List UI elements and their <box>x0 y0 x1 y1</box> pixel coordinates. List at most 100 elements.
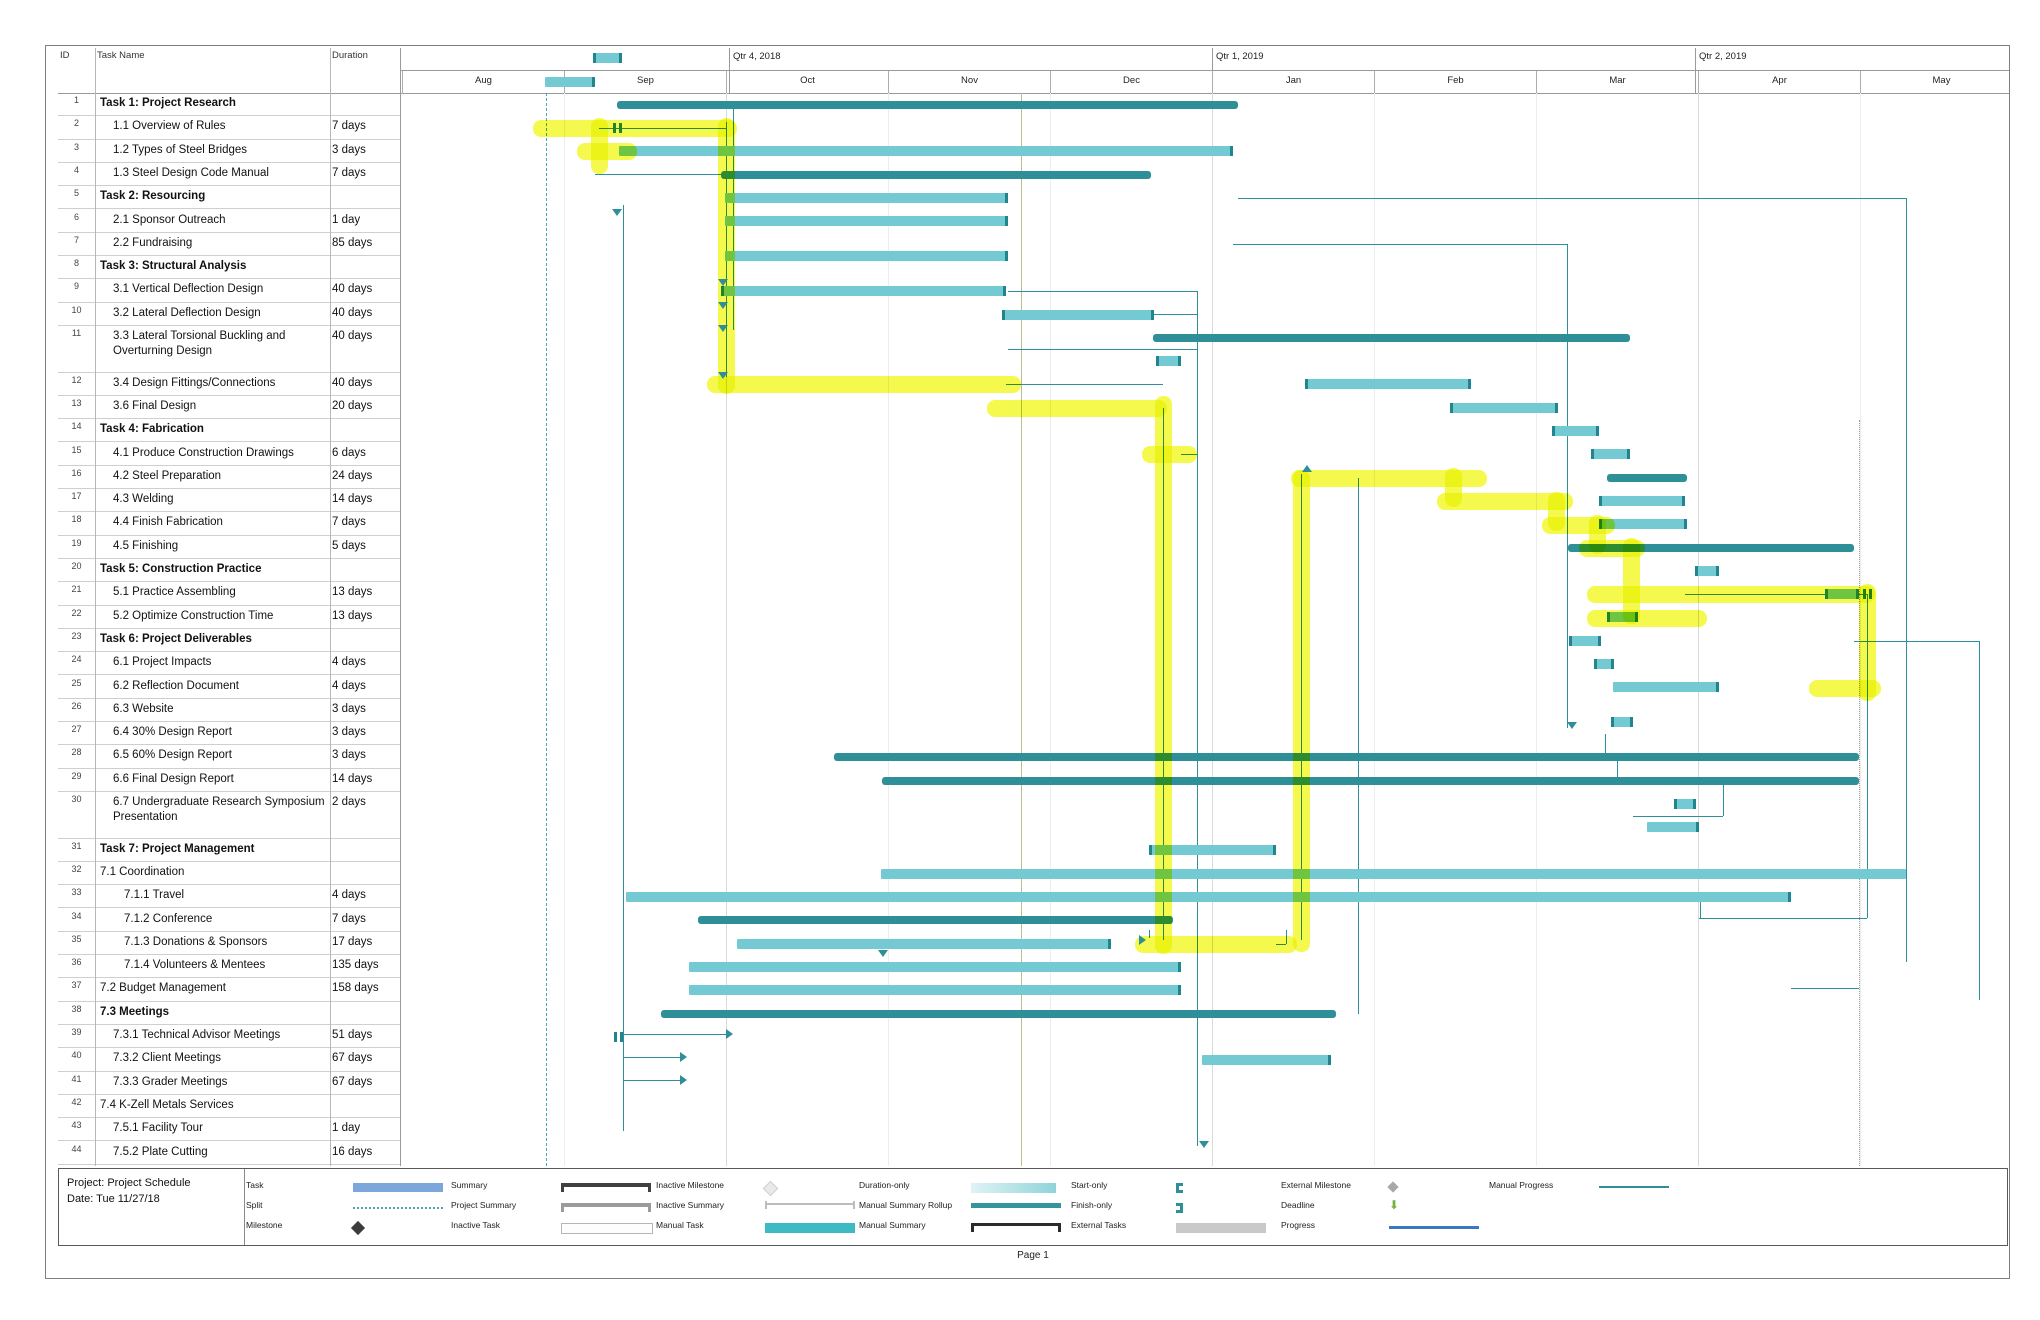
table-row[interactable]: 30 6.7 Undergraduate Research Symposium P… <box>58 792 400 839</box>
table-row[interactable]: 17 4.3 Welding 14 days <box>58 489 400 513</box>
legend-label: Task <box>246 1180 264 1190</box>
task-name: 7.1 Coordination <box>100 865 185 878</box>
table-row[interactable]: 20 Task 5: Construction Practice <box>58 559 400 583</box>
table-row[interactable]: 43 7.5.1 Facility Tour 1 day <box>58 1118 400 1142</box>
gantt-bar[interactable] <box>834 753 1859 762</box>
table-row[interactable]: 24 6.1 Project Impacts 4 days <box>58 652 400 676</box>
table-row[interactable]: 5 Task 2: Resourcing <box>58 186 400 210</box>
status-date-gridline <box>1021 93 1022 1166</box>
gantt-bar[interactable] <box>545 76 595 87</box>
link-arrow-icon <box>718 325 728 332</box>
table-row[interactable]: 12 3.4 Design Fittings/Connections 40 days <box>58 373 400 396</box>
table-row[interactable]: 28 6.5 60% Design Report 3 days <box>58 745 400 769</box>
table-row[interactable]: 19 4.5 Finishing 5 days <box>58 536 400 559</box>
link-line <box>1238 198 1906 200</box>
table-row[interactable]: 10 3.2 Lateral Deflection Design 40 days <box>58 303 400 326</box>
gantt-bar[interactable] <box>1569 635 1601 646</box>
table-row[interactable]: 39 7.3.1 Technical Advisor Meetings 51 day… <box>58 1025 400 1049</box>
gantt-bar[interactable] <box>721 170 1151 179</box>
table-row[interactable]: 4 1.3 Steel Design Code Manual 7 days <box>58 163 400 187</box>
task-name: 6.6 Final Design Report <box>113 772 234 785</box>
gantt-bar[interactable] <box>1599 495 1685 506</box>
month-gridline <box>888 93 889 1166</box>
link-arrow-icon <box>726 1029 733 1039</box>
gantt-bar[interactable] <box>737 938 1111 949</box>
gantt-bar[interactable] <box>1594 659 1614 670</box>
table-row[interactable]: 6 2.1 Sponsor Outreach 1 day <box>58 210 400 233</box>
table-row[interactable]: 31 Task 7: Project Management <box>58 839 400 862</box>
bar-start-cap <box>1156 356 1159 367</box>
gantt-bar[interactable] <box>1568 543 1854 552</box>
task-duration: 67 days <box>332 1075 373 1088</box>
gantt-bar[interactable] <box>1450 402 1558 413</box>
table-row[interactable]: 22 5.2 Optimize Construction Time 13 days <box>58 606 400 629</box>
gantt-bar[interactable] <box>1202 1055 1331 1066</box>
highlighter-stroke <box>717 118 735 394</box>
table-row[interactable]: 41 7.3.3 Grader Meetings 67 days <box>58 1072 400 1095</box>
gantt-bar[interactable] <box>698 916 1173 925</box>
gantt-bar[interactable] <box>617 100 1238 109</box>
task-name: 7.4 K-Zell Metals Services <box>100 1098 234 1111</box>
bar-end-cap <box>1788 892 1791 903</box>
gantt-bar[interactable] <box>721 286 1006 297</box>
table-row[interactable]: 36 7.1.4 Volunteers & Mentees 135 days <box>58 955 400 979</box>
table-row[interactable]: 27 6.4 30% Design Report 3 days <box>58 722 400 746</box>
gantt-bar[interactable] <box>725 216 1008 227</box>
gantt-bar[interactable] <box>1647 822 1699 833</box>
gantt-bar[interactable] <box>1591 449 1630 460</box>
gantt-bar[interactable] <box>626 892 1791 903</box>
table-row[interactable]: 16 4.2 Steel Preparation 24 days <box>58 466 400 490</box>
gantt-bar[interactable] <box>882 776 1859 785</box>
table-row[interactable]: 38 7.3 Meetings <box>58 1002 400 1025</box>
gantt-bar[interactable] <box>1305 379 1471 390</box>
link-arrow-icon <box>612 209 622 216</box>
table-row[interactable]: 7 2.2 Fundraising 85 days <box>58 233 400 257</box>
task-name: 3.6 Final Design <box>113 399 197 412</box>
gantt-bar[interactable] <box>1674 798 1696 809</box>
month-label: Aug <box>475 75 492 86</box>
gantt-bar[interactable] <box>593 53 622 64</box>
table-row[interactable]: 15 4.1 Produce Construction Drawings 6 day… <box>58 443 400 466</box>
table-row[interactable]: 35 7.1.3 Donations & Sponsors 17 days <box>58 932 400 956</box>
gantt-bar[interactable] <box>725 251 1008 262</box>
table-row[interactable]: 25 6.2 Reflection Document 4 days <box>58 676 400 699</box>
gantt-bar[interactable] <box>1002 309 1154 320</box>
gantt-bar[interactable] <box>661 1009 1336 1018</box>
table-row[interactable]: 2 1.1 Overview of Rules 7 days <box>58 116 400 140</box>
gantt-bar[interactable] <box>1156 356 1181 367</box>
gantt-bar[interactable] <box>689 985 1181 996</box>
gantt-bar[interactable] <box>619 146 1233 157</box>
table-row[interactable]: 13 3.6 Final Design 20 days <box>58 396 400 420</box>
table-row[interactable]: 26 6.3 Website 3 days <box>58 699 400 723</box>
table-row[interactable]: 44 7.5.2 Plate Cutting 16 days <box>58 1142 400 1165</box>
gantt-bar[interactable] <box>881 868 1906 879</box>
gantt-bar[interactable] <box>1607 473 1687 482</box>
table-row[interactable]: 21 5.1 Practice Assembling 13 days <box>58 582 400 606</box>
table-row[interactable]: 29 6.6 Final Design Report 14 days <box>58 769 400 792</box>
table-row[interactable]: 14 Task 4: Fabrication <box>58 419 400 443</box>
table-row[interactable]: 8 Task 3: Structural Analysis <box>58 256 400 280</box>
table-row[interactable]: 18 4.4 Finish Fabrication 7 days <box>58 512 400 536</box>
gantt-bar[interactable] <box>1552 426 1599 437</box>
table-row[interactable]: 1 Task 1: Project Research <box>58 93 400 117</box>
gantt-bar[interactable] <box>689 961 1181 972</box>
gantt-bar[interactable] <box>1613 682 1719 693</box>
table-row[interactable]: 32 7.1 Coordination <box>58 862 400 886</box>
table-row[interactable]: 9 3.1 Vertical Deflection Design 40 days <box>58 279 400 303</box>
task-id: 4 <box>73 164 79 175</box>
gantt-bar[interactable] <box>1153 333 1630 342</box>
gantt-bar[interactable] <box>725 193 1008 204</box>
table-row[interactable]: 23 Task 6: Project Deliverables <box>58 629 400 653</box>
gantt-bar[interactable] <box>1611 717 1633 728</box>
table-row[interactable]: 33 7.1.1 Travel 4 days <box>58 885 400 909</box>
table-row[interactable]: 42 7.4 K-Zell Metals Services <box>58 1095 400 1119</box>
legend-label: Progress <box>1281 1220 1316 1230</box>
task-duration: 7 days <box>332 166 366 179</box>
table-row[interactable]: 37 7.2 Budget Management 158 days <box>58 978 400 1002</box>
gantt-bar[interactable] <box>1695 565 1719 576</box>
table-row[interactable]: 11 3.3 Lateral Torsional Buckling and Ove… <box>58 326 400 373</box>
table-row[interactable]: 3 1.2 Types of Steel Bridges 3 days <box>58 140 400 163</box>
table-row[interactable]: 40 7.3.2 Client Meetings 67 days <box>58 1048 400 1072</box>
gantt-bar[interactable] <box>1149 845 1276 856</box>
table-row[interactable]: 34 7.1.2 Conference 7 days <box>58 909 400 932</box>
